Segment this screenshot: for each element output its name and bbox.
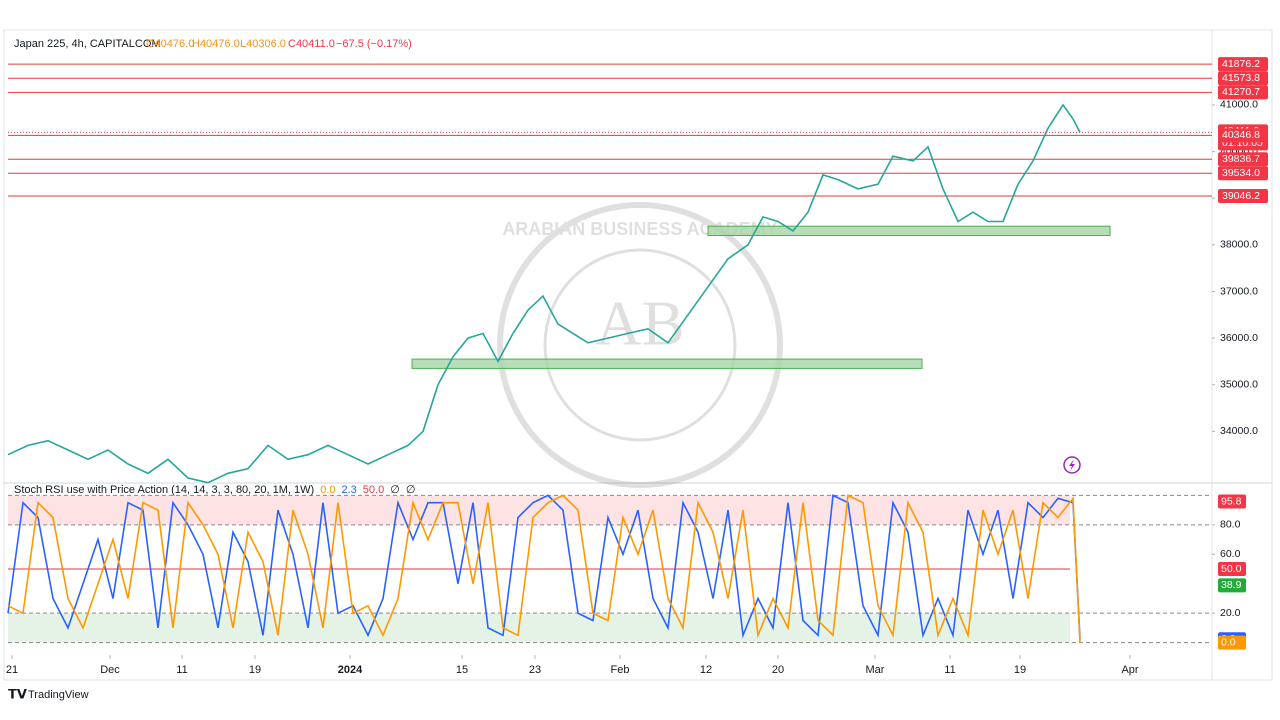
series-line [7,494,1081,640]
x-tick-label: 15 [456,664,468,676]
x-tick-label: Apr [1121,664,1138,676]
y-tick-label: 38000.0 [1220,239,1258,251]
value-tag-label: 0.0 [1221,636,1236,648]
indicator-value: 50.0 [363,484,384,496]
band [8,613,1070,643]
level-label: 39046.2 [1222,190,1260,202]
high: H40476.0 [192,38,240,50]
open: O40476.0 [146,38,194,50]
x-tick-label: Mar [866,664,885,676]
footer: TradingView [28,689,89,701]
x-tick-label: 19 [1014,664,1026,676]
value-tag [1218,635,1246,650]
watermark-logo: AB [596,288,685,359]
value-tag-label: 50.0 [1221,563,1242,575]
indicator-value: ∅ [406,484,416,496]
level-tag [1218,57,1268,72]
watermark-ring [543,248,737,442]
flash-icon[interactable] [1063,456,1081,474]
x-tick-label: 21 [6,664,18,676]
x-tick-label: 11 [944,664,955,676]
y-tick-label: 36000.0 [1220,332,1258,344]
close: C40411.0 [288,38,335,50]
indicator-value: ∅ [390,484,400,496]
indicator-title: Stoch RSI use with Price Action (14, 14,… [14,484,314,496]
x-tick-label: Dec [100,664,120,676]
value-tag [1218,562,1246,576]
level-label: 41270.7 [1222,86,1260,98]
y-tick-label: 41000.0 [1220,99,1258,111]
indicator-value: 2.3 [342,484,357,496]
series-line [7,103,1081,484]
series-line [7,494,1081,643]
level-label: 41573.8 [1222,72,1260,84]
level-label: 40346.8 [1222,129,1260,141]
x-tick-label: 12 [700,664,712,676]
value-tag [1218,578,1246,593]
change: −67.5 (−0.17%) [336,38,412,50]
x-tick-label: Feb [611,664,630,676]
y-tick-label: 80.0 [1220,519,1241,531]
y-tick-label: 60.0 [1220,548,1241,560]
x-tick-label: 23 [529,664,541,676]
level-label: 39534.0 [1222,167,1260,179]
level-label: 39836.7 [1222,153,1260,165]
value-tag-label: 95.8 [1221,495,1242,507]
watermark-ring [497,202,783,488]
x-tick-label: 2024 [338,664,363,676]
y-tick-label: 35000.0 [1220,379,1258,391]
y-tick-label: 37000.0 [1220,285,1258,297]
level-label: 41876.2 [1222,58,1260,70]
x-tick-label: 19 [249,664,261,676]
level-tag [1218,85,1268,100]
x-tick-label: 11 [176,664,187,676]
value-tag-label: 38.9 [1221,579,1242,591]
tv-logo: 𝗧𝗩 [8,686,27,701]
y-tick-label: 20.0 [1220,607,1241,619]
level-tag [1218,166,1268,181]
low: L40306.0 [240,38,286,50]
zone [411,358,923,369]
level-tag [1218,128,1268,143]
y-tick-label: 34000.0 [1220,425,1258,437]
level-tag [1218,152,1268,167]
value-tag [1218,494,1246,509]
level-tag [1218,71,1268,86]
frame [3,29,1273,681]
zone [707,225,1111,237]
indicator-value: 0.0 [320,484,335,496]
symbol: Japan 225, 4h, CAPITALCOM [14,38,161,50]
level-tag [1218,189,1268,204]
x-tick-label: 20 [772,664,784,676]
